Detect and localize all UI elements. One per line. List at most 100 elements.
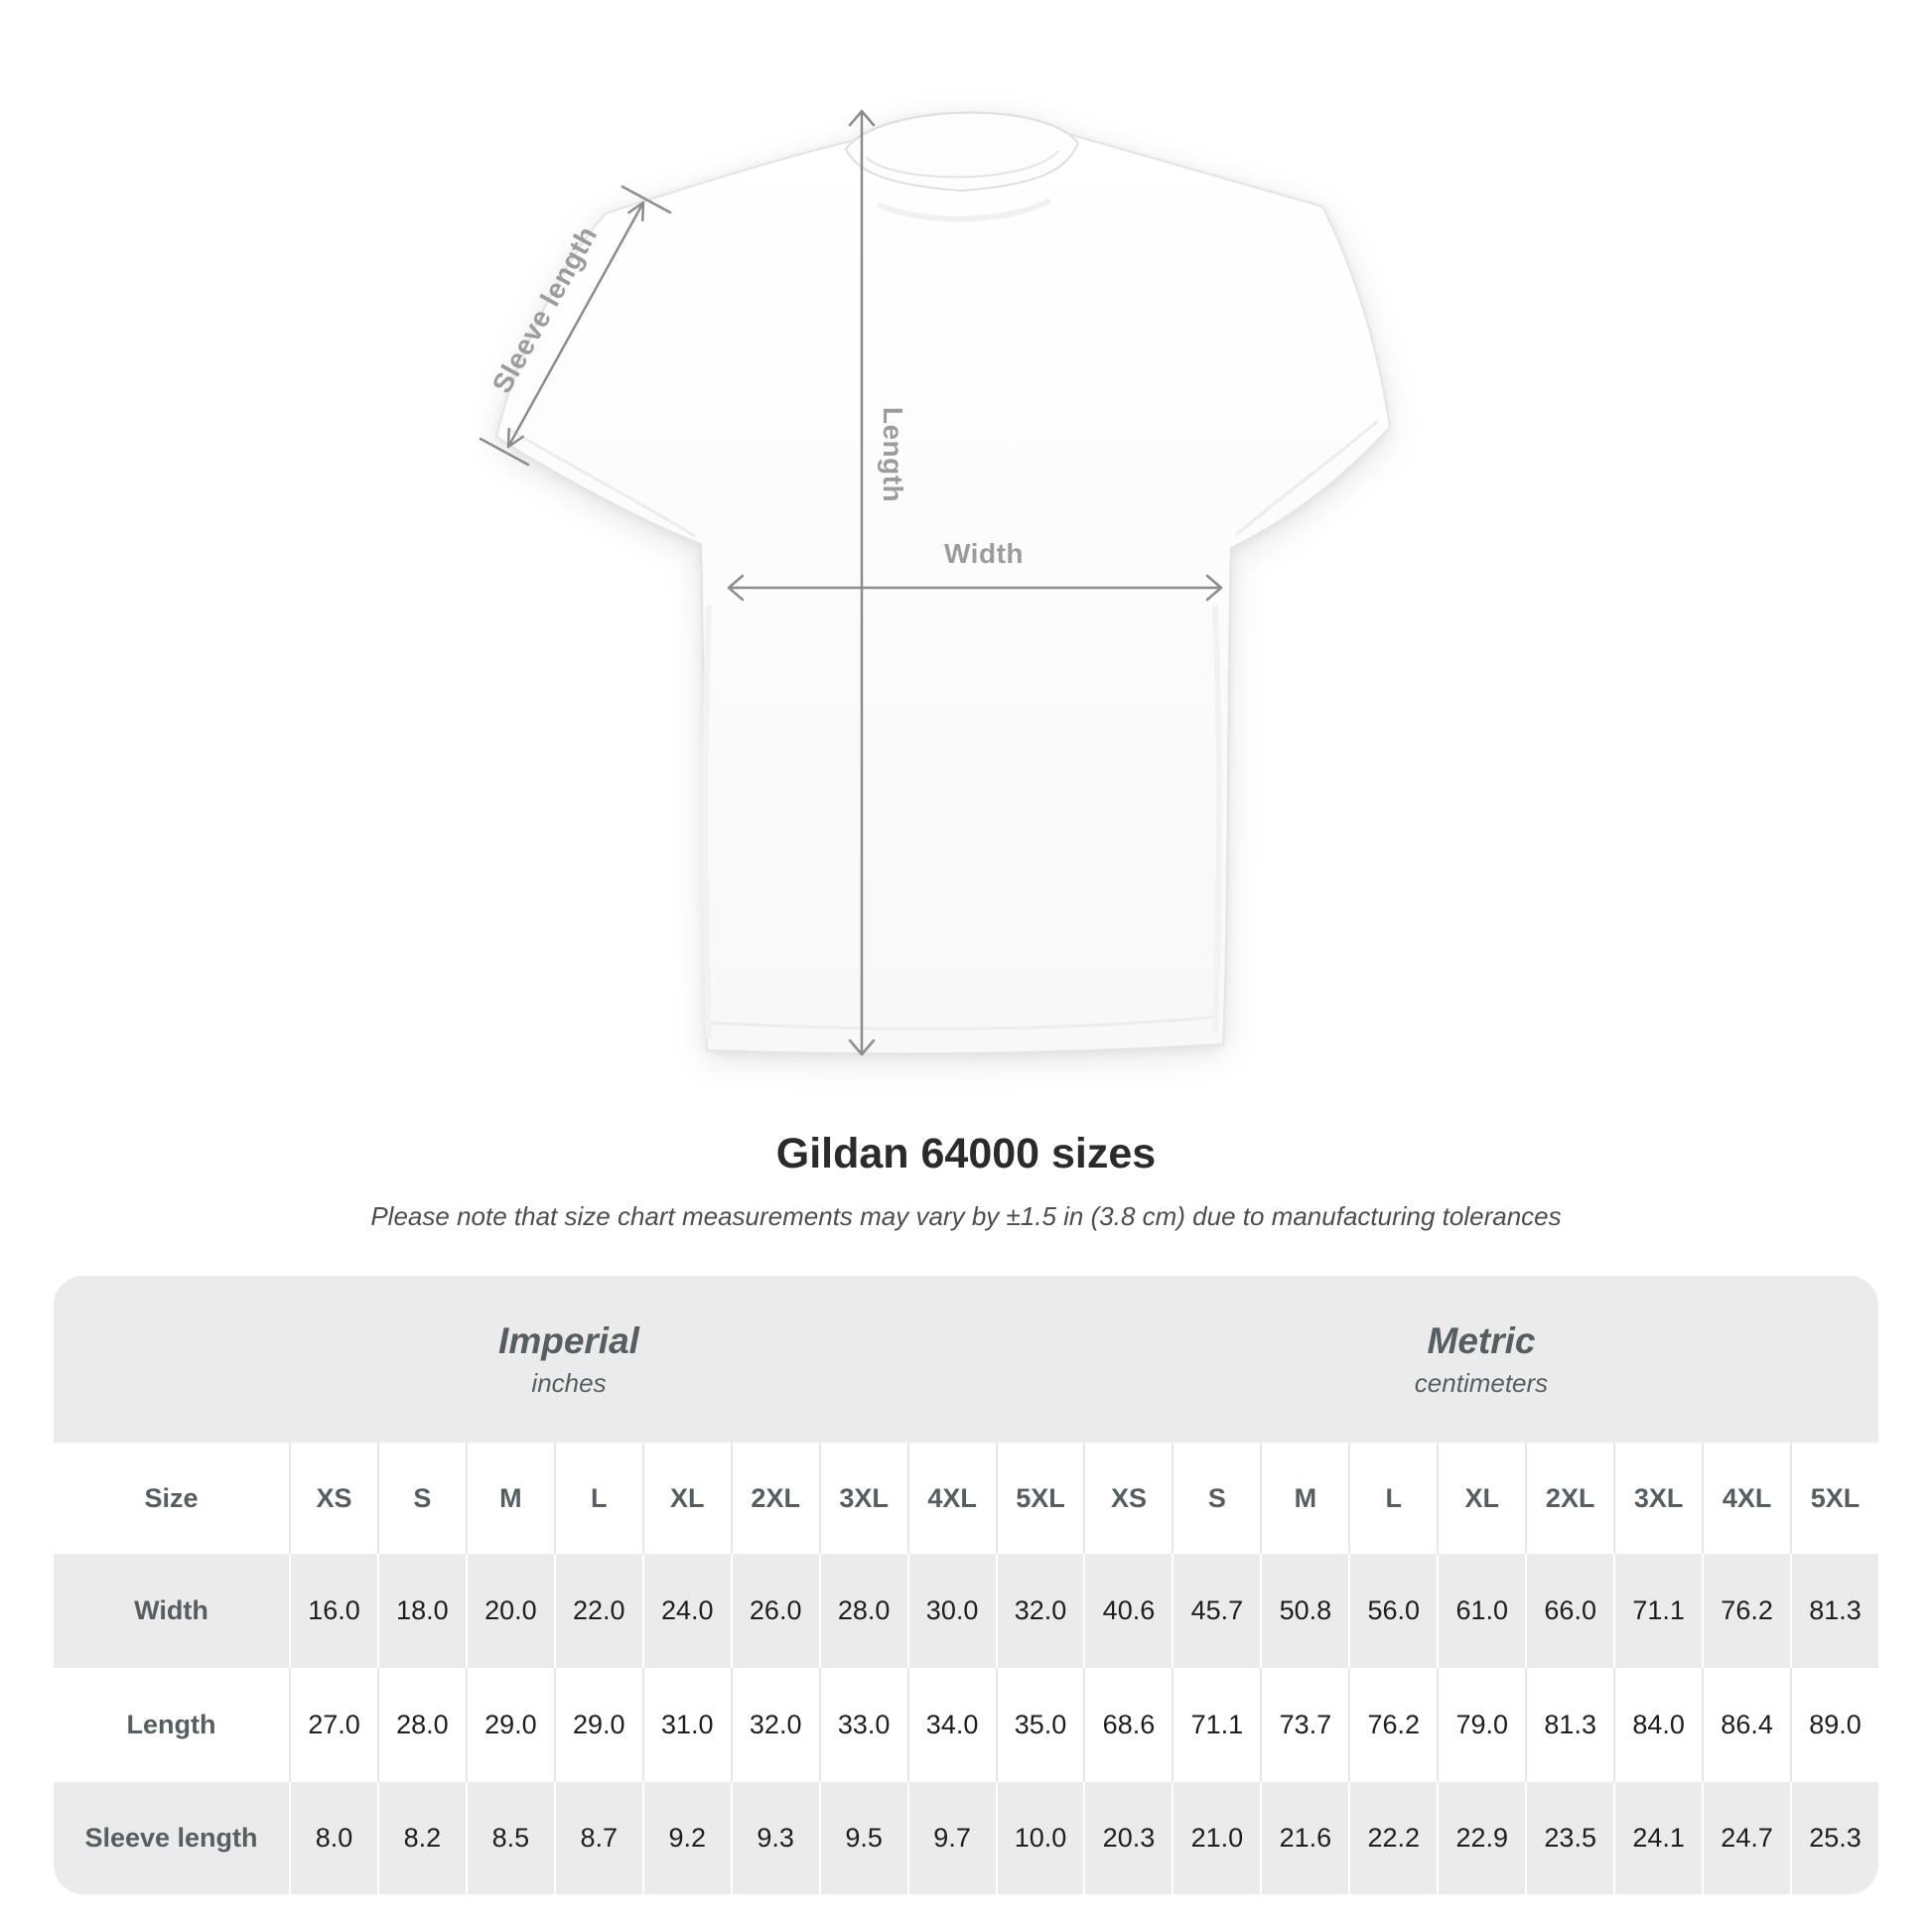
value-cell-metric: 20.3 [1083, 1782, 1172, 1894]
value-cell-imperial: 28.0 [818, 1554, 907, 1668]
imperial-unit-label: inches [531, 1367, 607, 1398]
length-label: Length [878, 406, 908, 503]
value-cell-imperial: 33.0 [818, 1668, 907, 1782]
value-cell-metric: 40.6 [1083, 1554, 1172, 1668]
metric-unit-label: centimeters [1414, 1367, 1549, 1398]
row-label: Width [134, 1595, 208, 1625]
value-cell-metric: 45.7 [1172, 1554, 1260, 1668]
size-col-header-metric: 2XL [1525, 1443, 1613, 1554]
size-header-cell: Size [144, 1482, 199, 1513]
size-col-header-imperial: S [376, 1443, 466, 1554]
size-col-header-imperial: L [553, 1443, 642, 1554]
size-table: Imperial inches Metric centimeters Size X… [54, 1276, 1878, 1894]
right-sleeve-seam [1236, 419, 1379, 536]
size-col-header-metric: 4XL [1702, 1443, 1790, 1554]
size-col-header-metric: 5XL [1790, 1443, 1878, 1554]
metric-group-header: Metric centimeters [1084, 1276, 1878, 1443]
value-cell-imperial: 34.0 [906, 1668, 996, 1782]
table-row-width: Width 16.0 18.0 20.0 22.0 24.0 26.0 28.0 30.0 32.… [54, 1554, 1878, 1668]
table-size-header-row: Size XS S M L XL 2XL 3XL 4XL 5XL XS S M L XL 2XL 3XL 4XL 5… [54, 1443, 1878, 1554]
value-cell-metric: 89.0 [1790, 1668, 1878, 1782]
value-cell-imperial: 8.0 [289, 1782, 377, 1894]
bottom-hem-seam [710, 1015, 1220, 1031]
value-cell-metric: 81.3 [1790, 1554, 1878, 1668]
size-col-header-imperial: 4XL [906, 1443, 996, 1554]
value-cell-imperial: 20.0 [465, 1554, 554, 1668]
size-col-header-imperial: 2XL [730, 1443, 819, 1554]
imperial-group-header: Imperial inches [54, 1276, 1084, 1443]
row-label: Length [126, 1710, 216, 1739]
size-col-header-imperial: 5XL [995, 1443, 1084, 1554]
value-cell-metric: 56.0 [1348, 1554, 1437, 1668]
value-cell-metric: 21.6 [1260, 1782, 1348, 1894]
value-cell-imperial: 9.7 [906, 1782, 996, 1894]
size-col-header-imperial: XL [641, 1443, 731, 1554]
tshirt-collar [844, 111, 1080, 193]
value-cell-metric: 68.6 [1083, 1668, 1172, 1782]
value-cell-imperial: 28.0 [376, 1668, 466, 1782]
right-side-shade [1212, 605, 1222, 1034]
value-cell-metric: 66.0 [1525, 1554, 1613, 1668]
value-cell-metric: 84.0 [1613, 1668, 1702, 1782]
imperial-label: Imperial [498, 1319, 639, 1361]
value-cell-metric: 24.7 [1702, 1782, 1790, 1894]
page-subtitle: Please note that size chart measurements… [370, 1201, 1562, 1231]
page-title: Gildan 64000 sizes [775, 1130, 1157, 1177]
value-cell-metric: 23.5 [1525, 1782, 1613, 1894]
value-cell-metric: 86.4 [1702, 1668, 1790, 1782]
value-cell-metric: 22.2 [1348, 1782, 1437, 1894]
value-cell-metric: 71.1 [1172, 1668, 1260, 1782]
width-arrow [727, 574, 1223, 602]
under-collar-shade [876, 198, 1052, 222]
size-col-header-metric: XS [1083, 1443, 1172, 1554]
value-cell-imperial: 18.0 [376, 1554, 466, 1668]
width-label: Width [944, 538, 1024, 569]
left-sleeve-seam [507, 427, 696, 538]
value-cell-imperial: 22.0 [553, 1554, 642, 1668]
value-cell-imperial: 29.0 [553, 1668, 642, 1782]
value-cell-metric: 22.9 [1437, 1782, 1525, 1894]
size-col-header-metric: XL [1437, 1443, 1525, 1554]
value-cell-metric: 25.3 [1790, 1782, 1878, 1894]
tshirt-measurement-diagram [479, 109, 1392, 1056]
value-cell-imperial: 32.0 [730, 1668, 819, 1782]
size-col-header-metric: L [1348, 1443, 1437, 1554]
value-cell-imperial: 8.7 [553, 1782, 642, 1894]
table-group-header-row: Imperial inches Metric centimeters [54, 1276, 1878, 1443]
collar-seam [865, 150, 1059, 179]
sleeve-length-arrow [479, 185, 672, 467]
value-cell-metric: 79.0 [1437, 1668, 1525, 1782]
size-col-header-imperial: XS [289, 1443, 377, 1554]
value-cell-metric: 81.3 [1525, 1668, 1613, 1782]
value-cell-metric: 21.0 [1172, 1782, 1260, 1894]
size-col-header-metric: M [1260, 1443, 1348, 1554]
value-cell-imperial: 29.0 [465, 1668, 554, 1782]
size-col-header-metric: 3XL [1613, 1443, 1702, 1554]
size-col-header-imperial: M [465, 1443, 554, 1554]
value-cell-imperial: 26.0 [730, 1554, 819, 1668]
value-cell-imperial: 16.0 [289, 1554, 377, 1668]
value-cell-imperial: 9.5 [818, 1782, 907, 1894]
value-cell-metric: 73.7 [1260, 1668, 1348, 1782]
value-cell-imperial: 35.0 [995, 1668, 1084, 1782]
value-cell-metric: 50.8 [1260, 1554, 1348, 1668]
value-cell-imperial: 32.0 [995, 1554, 1084, 1668]
tshirt-body [494, 133, 1392, 1055]
table-row-sleeve-length: Sleeve length 8.0 8.2 8.5 8.7 9.2 9.3 9.5 9.7 10.… [54, 1782, 1878, 1894]
value-cell-metric: 61.0 [1437, 1554, 1525, 1668]
value-cell-imperial: 24.0 [641, 1554, 731, 1668]
size-col-header-imperial: 3XL [818, 1443, 907, 1554]
value-cell-imperial: 30.0 [906, 1554, 996, 1668]
value-cell-imperial: 9.3 [730, 1782, 819, 1894]
metric-label: Metric [1427, 1319, 1536, 1361]
value-cell-metric: 24.1 [1613, 1782, 1702, 1894]
value-cell-imperial: 8.5 [465, 1782, 554, 1894]
value-cell-imperial: 10.0 [995, 1782, 1084, 1894]
value-cell-imperial: 9.2 [641, 1782, 731, 1894]
row-label: Sleeve length [84, 1823, 258, 1853]
value-cell-metric: 76.2 [1702, 1554, 1790, 1668]
left-side-shade [702, 605, 712, 1039]
table-row-length: Length 27.0 28.0 29.0 29.0 31.0 32.0 33.0 34.0 35… [54, 1668, 1878, 1782]
value-cell-imperial: 31.0 [641, 1668, 731, 1782]
value-cell-metric: 71.1 [1613, 1554, 1702, 1668]
